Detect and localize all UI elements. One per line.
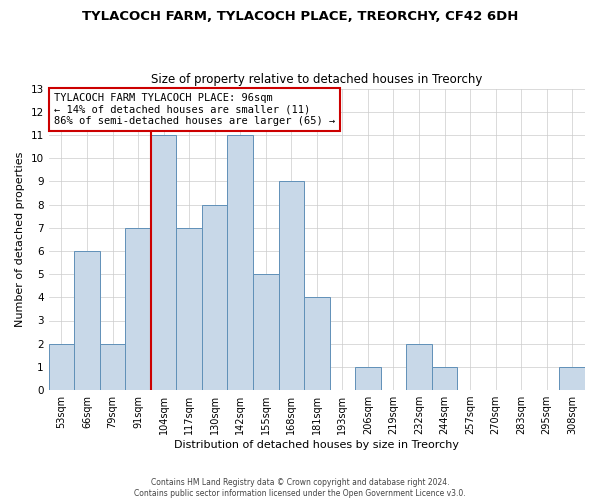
- Text: TYLACOCH FARM, TYLACOCH PLACE, TREORCHY, CF42 6DH: TYLACOCH FARM, TYLACOCH PLACE, TREORCHY,…: [82, 10, 518, 23]
- Bar: [559, 367, 585, 390]
- Bar: [304, 298, 329, 390]
- Bar: [202, 204, 227, 390]
- X-axis label: Distribution of detached houses by size in Treorchy: Distribution of detached houses by size …: [175, 440, 460, 450]
- Bar: [176, 228, 202, 390]
- Bar: [151, 135, 176, 390]
- Bar: [74, 251, 100, 390]
- Bar: [406, 344, 432, 390]
- Text: Contains HM Land Registry data © Crown copyright and database right 2024.
Contai: Contains HM Land Registry data © Crown c…: [134, 478, 466, 498]
- Bar: [432, 367, 457, 390]
- Bar: [100, 344, 125, 390]
- Title: Size of property relative to detached houses in Treorchy: Size of property relative to detached ho…: [151, 73, 482, 86]
- Bar: [125, 228, 151, 390]
- Bar: [227, 135, 253, 390]
- Bar: [253, 274, 278, 390]
- Y-axis label: Number of detached properties: Number of detached properties: [15, 152, 25, 327]
- Text: TYLACOCH FARM TYLACOCH PLACE: 96sqm
← 14% of detached houses are smaller (11)
86: TYLACOCH FARM TYLACOCH PLACE: 96sqm ← 14…: [54, 93, 335, 126]
- Bar: [278, 182, 304, 390]
- Bar: [355, 367, 380, 390]
- Bar: [49, 344, 74, 390]
